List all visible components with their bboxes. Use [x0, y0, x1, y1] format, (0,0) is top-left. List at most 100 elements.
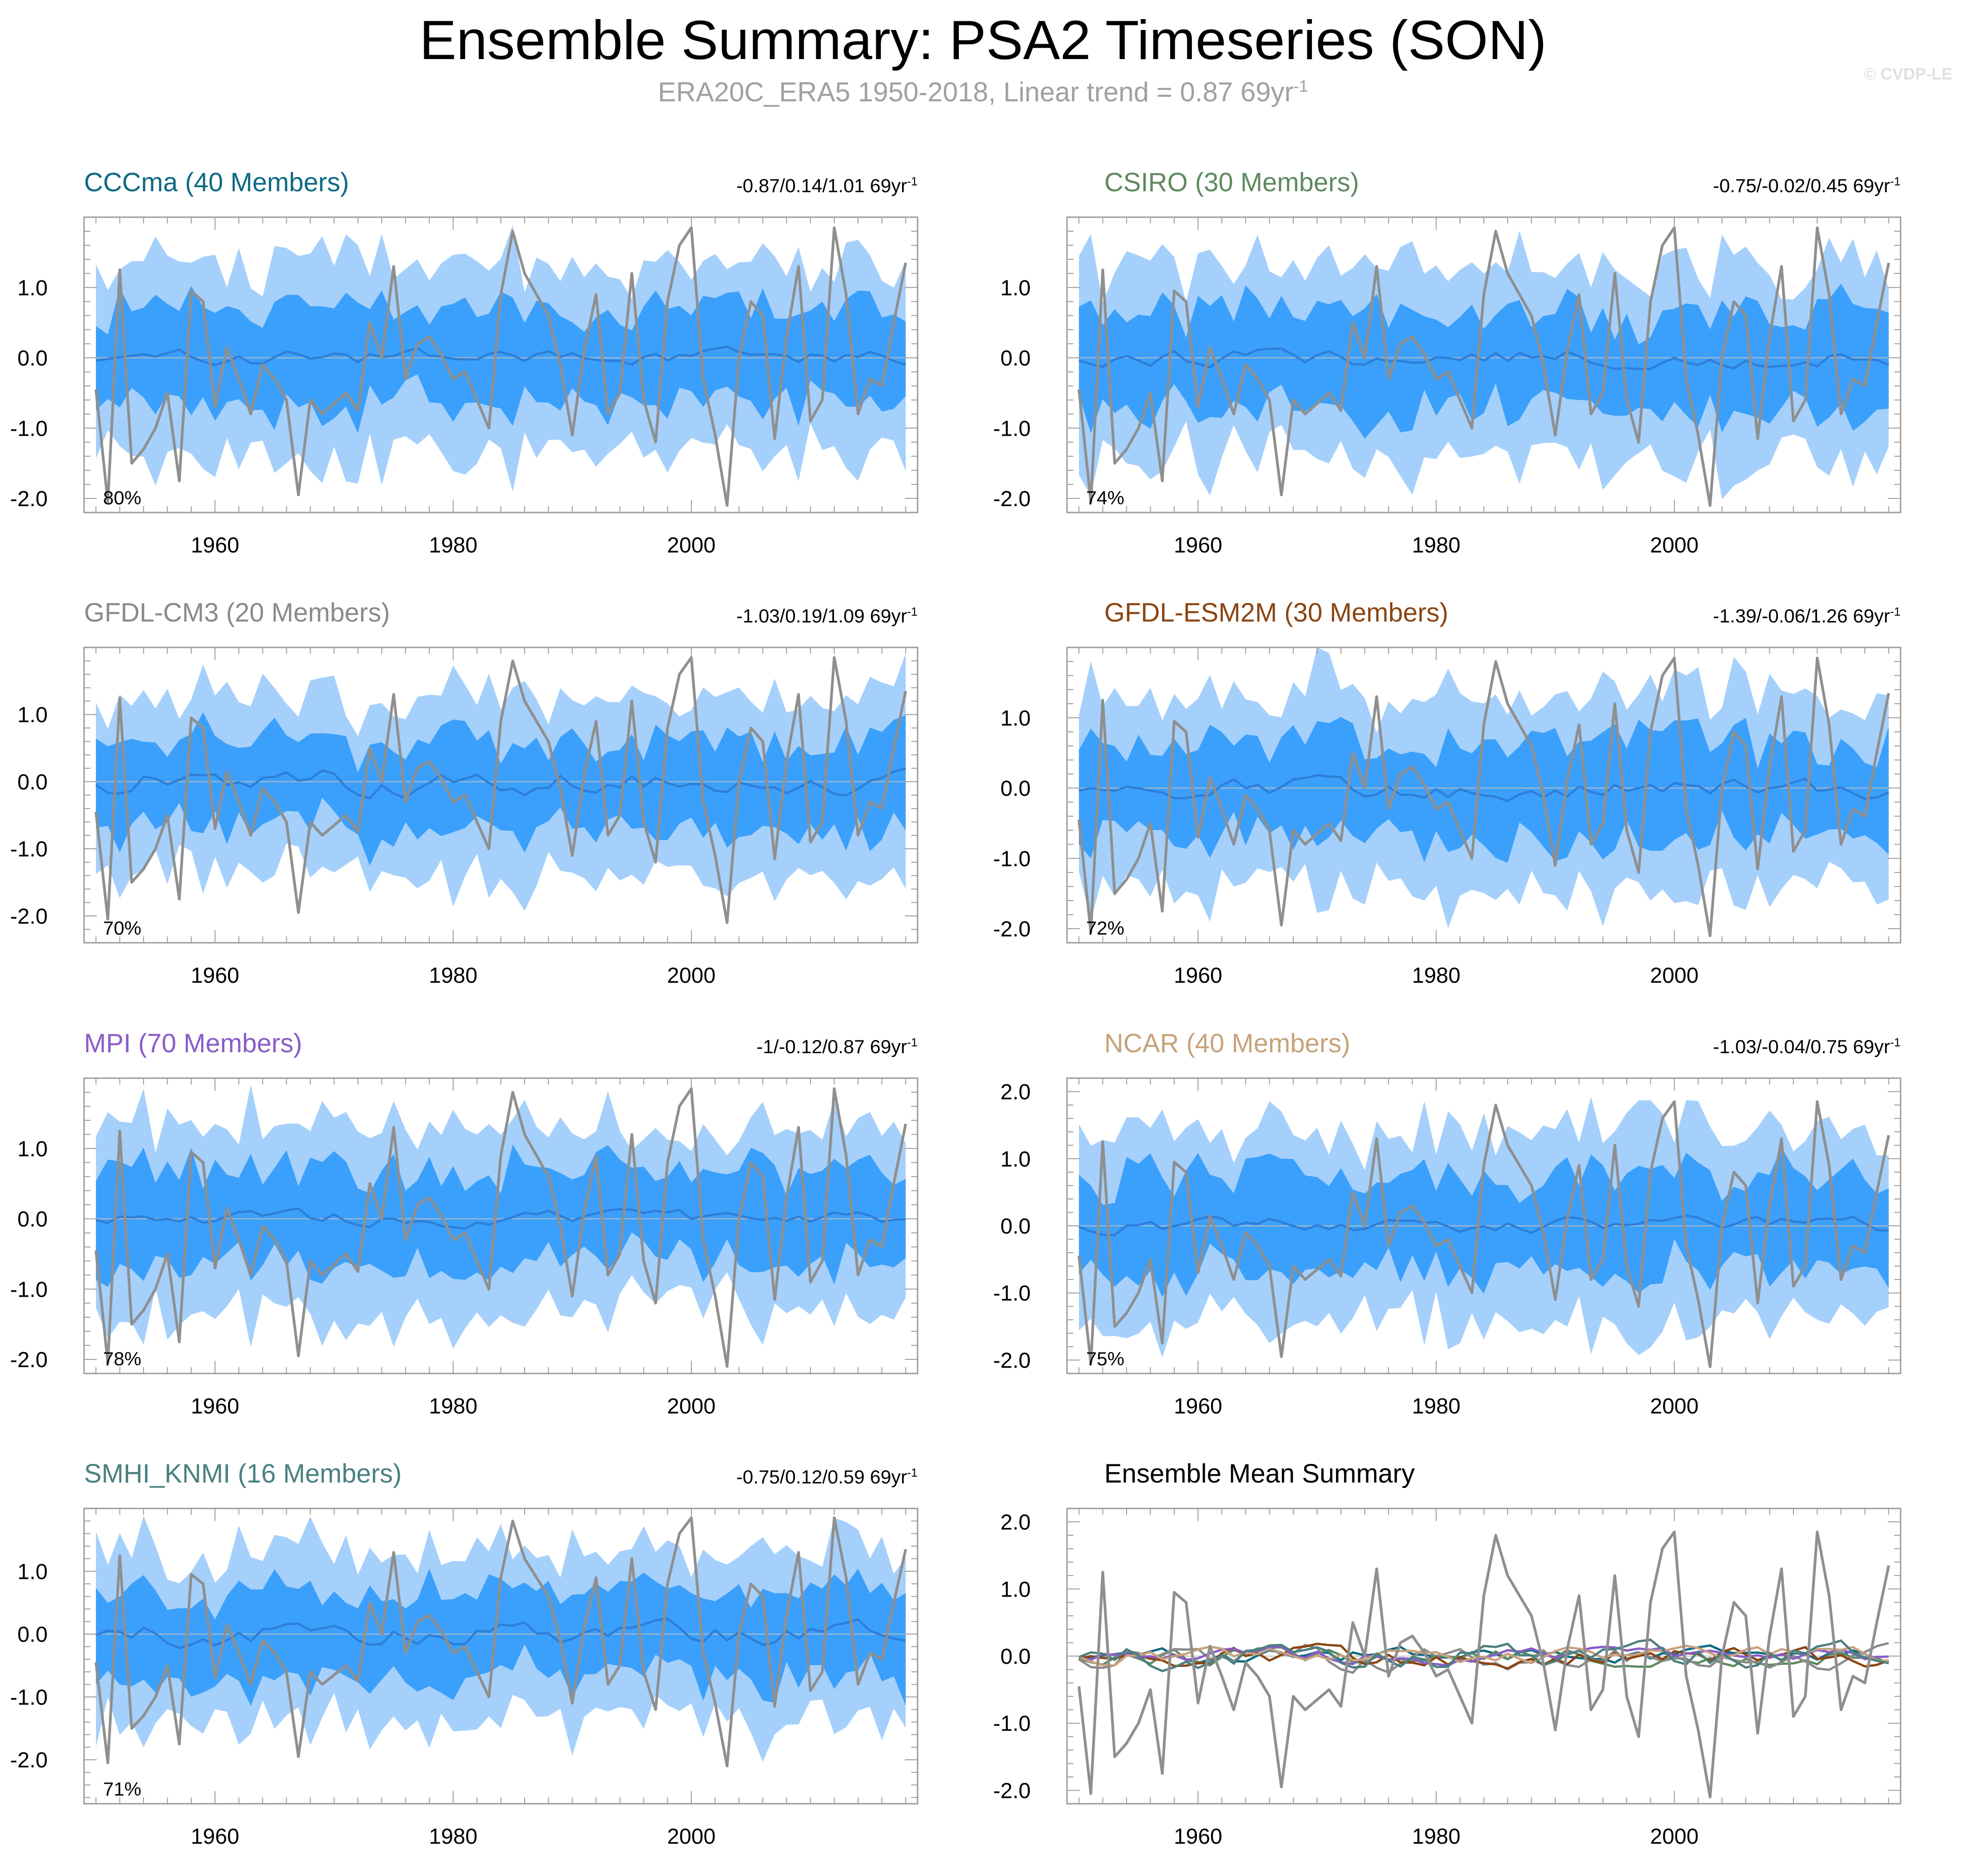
chart-panel: CCCma (40 Members) -0.87/0.14/1.01 69yr -1… [0, 149, 983, 579]
y-tick-label: 0.0 [1000, 1645, 1031, 1669]
x-tick-label: 2000 [667, 964, 716, 988]
y-tick-label: 1.0 [17, 703, 48, 727]
x-tick-label: 1960 [1174, 533, 1222, 557]
y-tick-label: 0.0 [17, 1208, 48, 1232]
x-tick-label: 1980 [429, 964, 477, 988]
x-tick-label: 1980 [1412, 1825, 1460, 1849]
series-line-ncar [1078, 1644, 1889, 1667]
panel-trend: -1.03/-0.04/0.75 69yr-1 [1713, 1035, 1901, 1058]
y-tick-label: -2.0 [993, 1349, 1031, 1373]
observation-line [94, 1516, 907, 1767]
y-tick-label: -2.0 [993, 1779, 1031, 1803]
inner-spread-band [96, 1144, 906, 1287]
y-tick-label: -2.0 [10, 905, 48, 929]
series-line-smhi_knmi [1078, 1638, 1889, 1672]
observation-line [1077, 1100, 1890, 1368]
x-tick-label: 1980 [1412, 964, 1460, 988]
inner-spread-band [1079, 717, 1889, 863]
observation-line [94, 226, 907, 507]
chart-plot: 1960 1980 2000 -2.0 -1.0 0.0 1.0 74% [993, 216, 1901, 557]
subtitle-text: ERA20C_ERA5 1950-2018, Linear trend = 0.… [658, 77, 1294, 107]
panel-title: CSIRO (30 Members) [1104, 168, 1359, 197]
chart-panel: GFDL-CM3 (20 Members) -1.03/0.19/1.09 69y… [0, 579, 983, 1009]
inner-spread-band [96, 1568, 906, 1706]
x-tick-label: 2000 [1650, 1825, 1699, 1849]
trend-text: -0.75/0.12/0.59 69yr [736, 1466, 907, 1488]
panel-title: Ensemble Mean Summary [1104, 1459, 1415, 1488]
x-tick-label: 1960 [191, 1394, 239, 1418]
y-tick-label: -2.0 [993, 917, 1031, 941]
trend-text: -0.75/-0.02/0.45 69yr [1713, 175, 1890, 196]
percent-label: 74% [1086, 487, 1124, 508]
y-tick-label: -2.0 [993, 487, 1031, 511]
chart-plot: 1960 1980 2000 -2.0 -1.0 0.0 1.0 70% [10, 647, 918, 988]
x-tick-label: 1980 [1412, 1394, 1460, 1418]
x-tick-label: 1960 [1174, 964, 1222, 988]
trend-exponent: -1 [1890, 605, 1901, 618]
observation-line [94, 656, 907, 924]
page-subtitle: ERA20C_ERA5 1950-2018, Linear trend = 0.… [0, 76, 1966, 108]
trend-text: -1.03/0.19/1.09 69yr [736, 605, 907, 627]
panel-trend: -0.75/-0.02/0.45 69yr-1 [1713, 174, 1901, 197]
x-tick-label: 1980 [1412, 533, 1460, 557]
panel-title: CCCma (40 Members) [84, 168, 349, 197]
subtitle-exponent: -1 [1293, 77, 1308, 95]
x-tick-label: 2000 [1650, 533, 1699, 557]
page-title: Ensemble Summary: PSA2 Timeseries (SON) [419, 9, 1547, 71]
chart-panel: GFDL-ESM2M (30 Members) -1.39/-0.06/1.26 … [983, 579, 1966, 1009]
x-tick-label: 2000 [667, 1825, 716, 1849]
x-tick-label: 1960 [191, 533, 239, 557]
y-tick-label: 1.0 [1000, 1577, 1031, 1602]
inner-spread-band [96, 712, 906, 866]
y-tick-label: -1.0 [993, 417, 1031, 441]
observation-line [1077, 657, 1890, 937]
panel-trend: -1/-0.12/0.87 69yr-1 [756, 1035, 918, 1058]
percent-label: 75% [1086, 1348, 1124, 1369]
y-tick-label: 1.0 [1000, 707, 1031, 731]
chart-plot: 1960 1980 2000 -2.0 -1.0 0.0 1.0 71% [10, 1508, 918, 1849]
series-line-mpi [1078, 1645, 1889, 1667]
x-tick-label: 2000 [1650, 1394, 1699, 1418]
y-tick-label: -1.0 [993, 1282, 1031, 1306]
inner-spread-band [96, 286, 906, 433]
panel-title: GFDL-CM3 (20 Members) [84, 598, 390, 627]
trend-exponent: -1 [1890, 174, 1901, 188]
ensemble-mean-line [95, 1617, 906, 1650]
ensemble-mean-line [1078, 347, 1889, 370]
y-tick-label: -1.0 [993, 1712, 1031, 1736]
y-tick-label: 1.0 [1000, 1147, 1031, 1171]
chart-panel: Ensemble Mean Summary 1960 1980 2000 -2.0 -1.… [983, 1440, 1966, 1870]
trend-exponent: -1 [907, 1466, 918, 1479]
chart-plot: 1960 1980 2000 -2.0 -1.0 0.0 1.0 72% [993, 647, 1901, 988]
x-tick-label: 1980 [429, 533, 477, 557]
trend-text: -1.39/-0.06/1.26 69yr [1713, 605, 1890, 627]
x-tick-label: 2000 [667, 533, 716, 557]
chart-plot: 1960 1980 2000 -2.0 -1.0 0.0 1.0 80% [10, 216, 918, 557]
y-tick-label: 0.0 [17, 1623, 48, 1647]
y-tick-label: 1.0 [1000, 276, 1031, 300]
y-tick-label: 0.0 [17, 347, 48, 371]
y-tick-label: -2.0 [10, 1348, 48, 1372]
observation-line [1077, 226, 1890, 507]
trend-exponent: -1 [907, 1035, 918, 1049]
chart-plot: 1960 1980 2000 -2.0 -1.0 0.0 1.0 78% [10, 1077, 918, 1418]
percent-label: 70% [103, 917, 141, 939]
x-tick-label: 1960 [1174, 1394, 1222, 1418]
y-tick-label: -1.0 [10, 417, 48, 441]
percent-label: 72% [1086, 917, 1124, 939]
y-tick-label: 1.0 [17, 1137, 48, 1161]
trend-text: -1/-0.12/0.87 69yr [756, 1036, 907, 1057]
panel-title: GFDL-ESM2M (30 Members) [1104, 598, 1449, 627]
x-tick-label: 2000 [667, 1394, 716, 1418]
panel-trend: -1.39/-0.06/1.26 69yr-1 [1713, 605, 1901, 627]
trend-text: -0.87/0.14/1.01 69yr [736, 175, 907, 196]
y-tick-label: 2.0 [1000, 1511, 1031, 1535]
x-tick-label: 1980 [429, 1394, 477, 1418]
x-tick-label: 2000 [1650, 964, 1699, 988]
credit-watermark: © CVDP-LE [1864, 65, 1952, 83]
chart-panel: SMHI_KNMI (16 Members) -0.75/0.12/0.59 69… [0, 1440, 983, 1870]
x-tick-label: 1980 [429, 1825, 477, 1849]
y-tick-label: 0.0 [1000, 347, 1031, 371]
panel-title: MPI (70 Members) [84, 1029, 303, 1058]
y-tick-label: -2.0 [10, 487, 48, 511]
